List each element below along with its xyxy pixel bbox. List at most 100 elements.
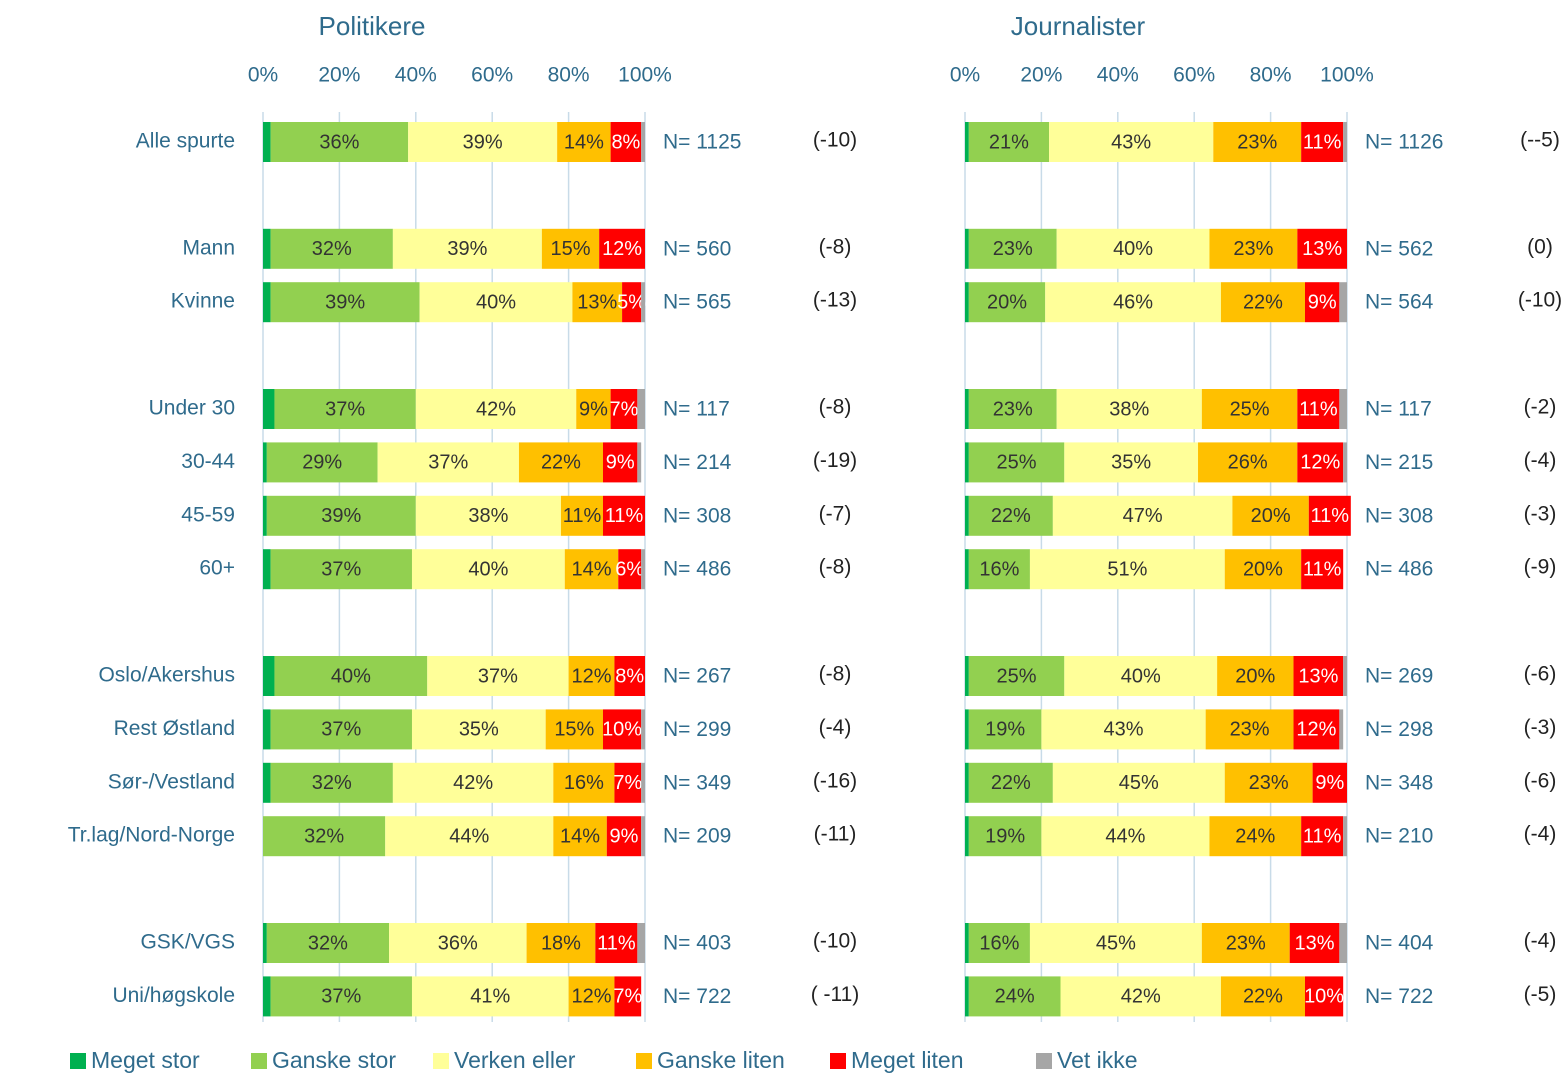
- data-label: 12%: [1300, 452, 1340, 474]
- n-label: N= 348: [1365, 771, 1433, 794]
- bar-segment: [968, 923, 1030, 963]
- change-label: (-8): [819, 556, 852, 579]
- data-label: 14%: [560, 825, 600, 847]
- data-label: 45%: [1096, 932, 1136, 954]
- bar-segment: [641, 122, 645, 162]
- bar-segment: [965, 816, 969, 857]
- change-label: (-4): [1524, 823, 1557, 846]
- data-label: 23%: [993, 238, 1033, 260]
- bar-segment: [1339, 389, 1347, 429]
- bar-segment: [392, 228, 542, 269]
- legend-label: Verken eller: [454, 1047, 576, 1073]
- data-label: 12%: [572, 986, 612, 1008]
- bar-segment: [541, 228, 600, 269]
- data-label: 37%: [321, 986, 361, 1008]
- data-label: 14%: [564, 131, 604, 153]
- data-label: 11%: [563, 505, 602, 527]
- data-label: 37%: [478, 665, 518, 687]
- change-label: (-19): [813, 449, 857, 472]
- bar-segment: [1224, 549, 1302, 590]
- data-label: 26%: [1228, 452, 1268, 474]
- bar-segment: [411, 549, 565, 590]
- bar-segment: [1217, 656, 1294, 696]
- bar-segment: [270, 282, 420, 323]
- bar-segment: [1056, 389, 1202, 429]
- legend-label: Ganske liten: [657, 1047, 785, 1073]
- bar-segment: [622, 282, 642, 323]
- bar-segment: [968, 816, 1042, 857]
- bar-segment: [968, 709, 1042, 750]
- data-label: 12%: [572, 665, 612, 687]
- bar-segment: [965, 549, 969, 590]
- bar-segment: [263, 495, 267, 536]
- data-label: 7%: [613, 772, 642, 794]
- bar-segment: [1056, 228, 1210, 269]
- bar-segment: [1220, 976, 1305, 1017]
- bar-segment: [610, 122, 642, 162]
- bar-segment: [576, 389, 611, 429]
- change-label: (-4): [819, 716, 852, 739]
- x-tick-label: 100%: [618, 64, 672, 87]
- bar-segment: [270, 549, 412, 590]
- data-label: 13%: [1295, 932, 1335, 954]
- bar-segment: [427, 656, 569, 696]
- bar-segment: [614, 656, 645, 696]
- data-label: 12%: [1296, 719, 1336, 741]
- category-label: 45-59: [181, 503, 235, 526]
- data-label: 9%: [1315, 772, 1344, 794]
- bar-segment: [1343, 816, 1347, 857]
- data-label: 20%: [1243, 558, 1283, 580]
- bar-segment: [1052, 762, 1225, 803]
- n-label: N= 722: [1365, 985, 1433, 1008]
- bar-segment: [968, 976, 1061, 1017]
- bar-segment: [572, 282, 623, 323]
- data-label: 16%: [564, 772, 604, 794]
- data-label: 15%: [550, 238, 590, 260]
- data-label: 32%: [312, 772, 352, 794]
- data-label: 40%: [331, 665, 371, 687]
- data-label: 5%: [617, 291, 646, 313]
- change-label: (-8): [819, 235, 852, 258]
- bar-segment: [415, 389, 577, 429]
- bar-segment: [637, 389, 645, 429]
- bar-segment: [1041, 709, 1206, 750]
- n-label: N= 565: [663, 291, 731, 314]
- legend-label: Ganske stor: [272, 1047, 396, 1073]
- bar-segment: [526, 923, 596, 963]
- data-label: 22%: [1243, 291, 1283, 313]
- legend-label: Meget stor: [91, 1047, 200, 1073]
- data-label: 43%: [1104, 719, 1144, 741]
- n-label: N= 486: [1365, 558, 1433, 581]
- data-label: 22%: [991, 505, 1031, 527]
- data-label: 42%: [1121, 986, 1161, 1008]
- data-label: 12%: [602, 238, 642, 260]
- x-tick-label: 80%: [1250, 64, 1292, 87]
- change-label: (--5): [1520, 129, 1560, 152]
- legend-label: Vet ikke: [1057, 1047, 1138, 1073]
- data-label: 11%: [597, 932, 636, 954]
- category-label: Kvinne: [171, 290, 235, 313]
- data-label: 32%: [308, 932, 348, 954]
- change-label: (-4): [1524, 930, 1557, 953]
- bar-segment: [965, 282, 969, 323]
- data-label: 25%: [997, 452, 1037, 474]
- bar-segment: [408, 122, 558, 162]
- bar-segment: [606, 816, 642, 857]
- change-label: (-3): [1524, 716, 1557, 739]
- bar-segment: [266, 923, 390, 963]
- n-label: N= 298: [1365, 718, 1433, 741]
- bar-segment: [1201, 389, 1298, 429]
- x-tick-label: 60%: [1173, 64, 1215, 87]
- bar-segment: [377, 442, 519, 483]
- bar-segment: [610, 389, 638, 429]
- n-label: N= 486: [663, 558, 731, 581]
- bar-segment: [274, 389, 416, 429]
- data-label: 51%: [1107, 558, 1147, 580]
- bar-segment: [263, 976, 271, 1017]
- data-label: 39%: [325, 291, 365, 313]
- bar-segment: [270, 122, 409, 162]
- data-label: 25%: [1230, 398, 1270, 420]
- bar-segment: [263, 656, 275, 696]
- bar-segment: [965, 442, 969, 483]
- bar-segment: [415, 495, 561, 536]
